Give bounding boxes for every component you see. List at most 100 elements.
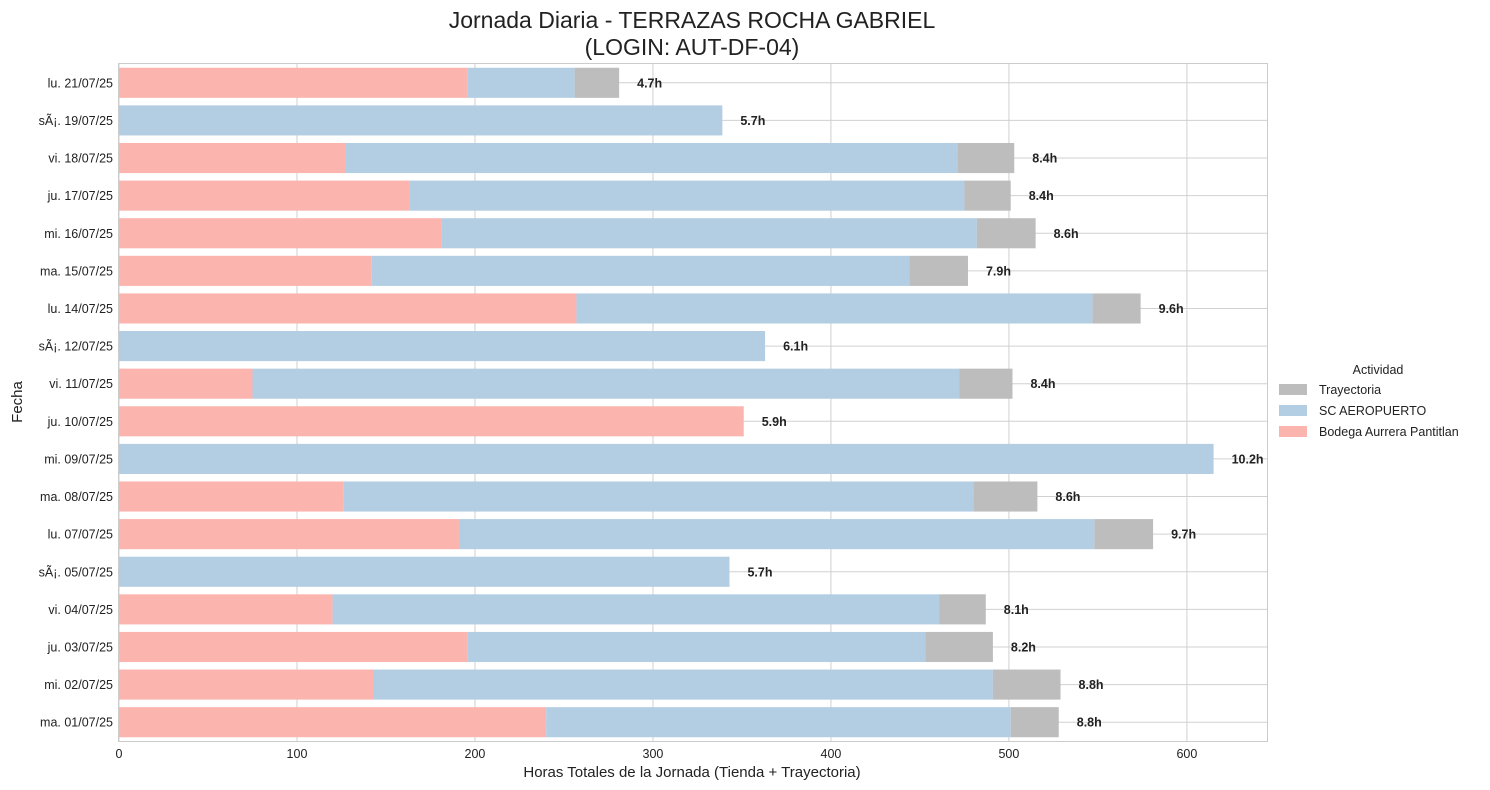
bar-total-label: 9.7h xyxy=(1171,528,1196,542)
bar-segment-sc-aeropuerto xyxy=(119,105,723,136)
bar-total-label: 5.7h xyxy=(740,114,765,128)
bar-total-label: 7.9h xyxy=(986,264,1011,278)
x-tick-label: 200 xyxy=(465,747,486,761)
bar-segment-trayectoria xyxy=(574,67,620,98)
x-tick-label: 400 xyxy=(821,747,842,761)
x-tick-label: 300 xyxy=(643,747,664,761)
y-tick-label: sÃ¡. 12/07/25 xyxy=(39,340,113,354)
bar-segment-trayectoria xyxy=(1010,707,1059,738)
bar-total-label: 8.6h xyxy=(1055,490,1080,504)
legend-entry-label: Trayectoria xyxy=(1319,383,1381,397)
bar-segment-sc-aeropuerto xyxy=(119,556,730,587)
bar-segment-trayectoria xyxy=(909,255,968,286)
bar-segment-bodega-aurrera-pantitlan xyxy=(119,368,253,399)
bar-segment-bodega-aurrera-pantitlan xyxy=(119,180,410,211)
y-tick-label: vi. 04/07/25 xyxy=(48,603,113,617)
x-tick-label: 600 xyxy=(1176,747,1197,761)
bar-segment-bodega-aurrera-pantitlan xyxy=(119,519,459,550)
x-axis-ticks: 0 100 200 300 400 500 600 xyxy=(116,747,1198,761)
x-tick-label: 100 xyxy=(287,747,308,761)
y-tick-label: lu. 21/07/25 xyxy=(48,76,113,90)
y-axis-ticks: lu. 21/07/25 sÃ¡. 19/07/25 vi. 18/07/25 ju.… xyxy=(39,76,113,729)
bar-segment-trayectoria xyxy=(1092,293,1141,324)
bar-segment-sc-aeropuerto xyxy=(546,707,1011,738)
chart-subtitle: (LOGIN: AUT-DF-04) xyxy=(585,34,800,60)
y-tick-label: lu. 14/07/25 xyxy=(48,302,113,316)
bar-segment-bodega-aurrera-pantitlan xyxy=(119,707,547,738)
y-tick-label: vi. 18/07/25 xyxy=(48,152,113,166)
bar-total-label: 8.8h xyxy=(1079,678,1104,692)
bar-segment-trayectoria xyxy=(959,368,1013,399)
bar-segment-bodega-aurrera-pantitlan xyxy=(119,481,344,512)
bar-total-label: 6.1h xyxy=(783,340,808,354)
bar-segment-sc-aeropuerto xyxy=(343,481,974,512)
x-axis-label: Horas Totales de la Jornada (Tienda + Tr… xyxy=(523,764,860,781)
bar-segment-sc-aeropuerto xyxy=(576,293,1093,324)
legend-swatch xyxy=(1279,405,1307,416)
bar-segment-bodega-aurrera-pantitlan xyxy=(119,142,346,174)
bar-total-label: 8.4h xyxy=(1032,152,1057,166)
x-tick-label: 500 xyxy=(998,747,1019,761)
bar-segment-sc-aeropuerto xyxy=(332,594,940,625)
bar-segment-bodega-aurrera-pantitlan xyxy=(119,293,577,324)
bar-segment-sc-aeropuerto xyxy=(119,443,1214,474)
bar-total-label: 8.2h xyxy=(1011,640,1036,654)
legend-swatch xyxy=(1279,384,1307,395)
bar-segment-trayectoria xyxy=(973,481,1038,512)
plot-frame xyxy=(118,63,1268,742)
y-tick-label: ma. 08/07/25 xyxy=(40,490,113,504)
bar-total-label: 8.4h xyxy=(1030,377,1055,391)
bar-total-label: 8.1h xyxy=(1004,603,1029,617)
bar-segment-sc-aeropuerto xyxy=(441,218,977,249)
y-tick-label: ju. 03/07/25 xyxy=(47,640,113,654)
x-tick-label: 0 xyxy=(116,747,123,761)
bar-total-label: 8.8h xyxy=(1077,716,1102,730)
bar-total-label: 9.6h xyxy=(1159,302,1184,316)
y-tick-label: ju. 10/07/25 xyxy=(47,415,113,429)
bar-segment-trayectoria xyxy=(957,142,1015,174)
y-axis-label: Fecha xyxy=(9,381,26,423)
legend-entry-label: Bodega Aurrera Pantitlan xyxy=(1319,425,1459,439)
y-tick-label: mi. 16/07/25 xyxy=(44,227,113,241)
bar-total-label: 5.9h xyxy=(762,415,787,429)
y-tick-label: ma. 01/07/25 xyxy=(40,716,113,730)
legend-title: Actividad xyxy=(1353,363,1404,377)
bar-segment-sc-aeropuerto xyxy=(119,331,766,362)
bar-segment-bodega-aurrera-pantitlan xyxy=(119,631,468,663)
data-labels: 4.7h 5.7h 8.4h 8.4h 8.6h 7.9h 9.6h 6.1h 8.4h 5.9h… xyxy=(637,76,1263,729)
chart-title: Jornada Diaria - TERRAZAS ROCHA GABRIEL xyxy=(449,7,936,33)
legend-entry-label: SC AEROPUERTO xyxy=(1319,404,1426,418)
bar-total-label: 8.4h xyxy=(1029,189,1054,203)
y-tick-label: ma. 15/07/25 xyxy=(40,264,113,278)
bar-segment-sc-aeropuerto xyxy=(371,255,910,286)
bar-segment-trayectoria xyxy=(964,180,1011,211)
legend: Actividad Trayectoria SC AEROPUERTO Bodega… xyxy=(1279,363,1459,439)
bar-segment-bodega-aurrera-pantitlan xyxy=(119,594,333,625)
bar-segment-sc-aeropuerto xyxy=(345,142,958,174)
y-tick-label: lu. 07/07/25 xyxy=(48,528,113,542)
bar-segment-trayectoria xyxy=(976,218,1036,249)
bar-segment-bodega-aurrera-pantitlan xyxy=(119,67,468,98)
bar-segment-sc-aeropuerto xyxy=(467,631,926,663)
bar-total-label: 5.7h xyxy=(747,565,772,579)
bar-segment-bodega-aurrera-pantitlan xyxy=(119,669,374,700)
bar-segment-trayectoria xyxy=(925,631,993,663)
bar-segment-bodega-aurrera-pantitlan xyxy=(119,218,442,249)
bar-segment-sc-aeropuerto xyxy=(467,67,575,98)
bar-segment-sc-aeropuerto xyxy=(252,368,960,399)
bar-segment-trayectoria xyxy=(1094,519,1154,550)
bar-segment-trayectoria xyxy=(992,669,1061,700)
bar-segment-bodega-aurrera-pantitlan xyxy=(119,406,744,437)
y-tick-label: mi. 02/07/25 xyxy=(44,678,113,692)
bar-total-label: 4.7h xyxy=(637,76,662,90)
bar-total-label: 10.2h xyxy=(1232,452,1264,466)
y-tick-label: sÃ¡. 19/07/25 xyxy=(39,114,113,128)
y-tick-label: mi. 09/07/25 xyxy=(44,452,113,466)
y-tick-label: vi. 11/07/25 xyxy=(49,377,113,391)
bar-segment-sc-aeropuerto xyxy=(409,180,965,211)
bar-segment-bodega-aurrera-pantitlan xyxy=(119,255,372,286)
bar-segment-sc-aeropuerto xyxy=(458,519,1095,550)
bar-segment-trayectoria xyxy=(939,594,986,625)
legend-swatch xyxy=(1279,426,1307,437)
